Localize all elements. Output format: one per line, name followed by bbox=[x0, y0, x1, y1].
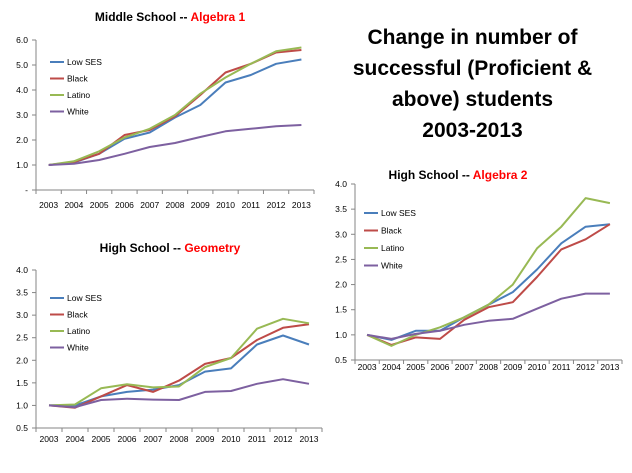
x-tick-label: 2005 bbox=[90, 200, 109, 210]
legend-label-low-ses: Low SES bbox=[67, 57, 102, 67]
x-tick-label: 2004 bbox=[64, 200, 83, 210]
y-tick-label: 0.5 bbox=[16, 423, 28, 433]
series-line-latino bbox=[48, 46, 302, 166]
x-tick-label: 2006 bbox=[118, 434, 137, 444]
series-line-latino bbox=[366, 197, 611, 347]
legend-label-latino: Latino bbox=[381, 243, 404, 253]
headline-line-2: successful (Proficient & bbox=[352, 57, 593, 80]
x-tick-label: 2010 bbox=[528, 362, 547, 372]
legend-label-low-ses: Low SES bbox=[381, 208, 416, 218]
x-tick-label: 2009 bbox=[191, 200, 210, 210]
series-line-low-ses bbox=[366, 223, 611, 341]
y-tick-label: 1.0 bbox=[16, 400, 28, 410]
y-tick-label: 0.5 bbox=[335, 355, 347, 365]
x-tick-label: 2010 bbox=[222, 434, 241, 444]
x-tick-label: 2007 bbox=[455, 362, 474, 372]
headline-line-4: 2003-2013 bbox=[422, 119, 523, 142]
x-tick-label: 2003 bbox=[40, 434, 59, 444]
chart-title-prefix: High School -- bbox=[100, 241, 185, 255]
x-tick-label: 2004 bbox=[382, 362, 401, 372]
series-line-white bbox=[48, 124, 302, 166]
headline: Change in number of successful (Proficie… bbox=[330, 22, 615, 146]
chart-title-subject: Algebra 2 bbox=[473, 168, 528, 182]
y-tick-label: 2.5 bbox=[335, 254, 347, 264]
x-tick-label: 2012 bbox=[274, 434, 293, 444]
x-tick-label: 2009 bbox=[196, 434, 215, 444]
legend-label-latino: Latino bbox=[67, 326, 90, 336]
chart-middle-school-algebra-1: Middle School -- Algebra 1 - 1.0 2.0 3.0 4.0 5… bbox=[16, 10, 315, 210]
x-tick-label: 2008 bbox=[170, 434, 189, 444]
y-tick-label: 5.0 bbox=[16, 60, 28, 70]
chart-high-school-algebra-2: High School -- Algebra 2 0.5 1.0 1.5 2.0 2.5 3… bbox=[335, 168, 623, 372]
x-tick-label: 2003 bbox=[39, 200, 58, 210]
y-tick-label: 2.5 bbox=[16, 333, 28, 343]
series-line-white bbox=[366, 292, 610, 340]
x-tick-label: 2007 bbox=[140, 200, 159, 210]
y-tick-label: - bbox=[25, 185, 28, 195]
chart-title: Middle School -- Algebra 1 bbox=[95, 10, 246, 24]
legend-label-low-ses: Low SES bbox=[67, 293, 102, 303]
x-tick-label: 2008 bbox=[166, 200, 185, 210]
chart-title: High School -- Algebra 2 bbox=[389, 168, 528, 182]
y-tick-label: 2.0 bbox=[335, 280, 347, 290]
x-tick-label: 2009 bbox=[503, 362, 522, 372]
legend-label-white: White bbox=[67, 107, 89, 117]
y-tick-label: 3.5 bbox=[335, 204, 347, 214]
chart-title-prefix: High School -- bbox=[389, 168, 473, 182]
x-tick-label: 2008 bbox=[479, 362, 498, 372]
x-tick-label: 2013 bbox=[300, 434, 319, 444]
legend-label-latino: Latino bbox=[67, 90, 90, 100]
x-tick-label: 2012 bbox=[576, 362, 595, 372]
legend-label-white: White bbox=[67, 343, 89, 353]
x-tick-label: 2006 bbox=[115, 200, 134, 210]
chart-title-subject: Geometry bbox=[184, 241, 240, 255]
x-tick-label: 2004 bbox=[66, 434, 85, 444]
x-tick-label: 2010 bbox=[216, 200, 235, 210]
y-tick-label: 3.0 bbox=[16, 110, 28, 120]
y-tick-label: 1.0 bbox=[335, 330, 347, 340]
x-tick-label: 2013 bbox=[292, 200, 311, 210]
chart-title-subject: Algebra 1 bbox=[190, 10, 245, 24]
x-tick-label: 2011 bbox=[552, 362, 571, 372]
headline-line-1: Change in number of bbox=[367, 26, 578, 49]
series-line-black bbox=[366, 223, 611, 346]
y-tick-label: 3.0 bbox=[16, 310, 28, 320]
series-line-white bbox=[48, 378, 310, 409]
y-tick-label: 4.0 bbox=[16, 85, 28, 95]
x-tick-label: 2013 bbox=[600, 362, 619, 372]
y-tick-label: 3.5 bbox=[16, 288, 28, 298]
series-line-black bbox=[48, 323, 310, 409]
legend-label-black: Black bbox=[67, 310, 89, 320]
legend-label-white: White bbox=[381, 261, 403, 271]
legend-label-black: Black bbox=[381, 226, 403, 236]
x-tick-label: 2012 bbox=[267, 200, 286, 210]
x-tick-label: 2005 bbox=[406, 362, 425, 372]
chart-title-prefix: Middle School -- bbox=[95, 10, 191, 24]
x-tick-label: 2006 bbox=[430, 362, 449, 372]
y-tick-label: 2.0 bbox=[16, 135, 28, 145]
y-tick-label: 2.0 bbox=[16, 355, 28, 365]
y-tick-label: 1.5 bbox=[335, 305, 347, 315]
x-tick-label: 2011 bbox=[248, 434, 267, 444]
x-tick-label: 2007 bbox=[144, 434, 163, 444]
y-tick-label: 6.0 bbox=[16, 35, 28, 45]
y-tick-label: 1.0 bbox=[16, 160, 28, 170]
chart-title: High School -- Geometry bbox=[100, 241, 241, 255]
x-tick-label: 2003 bbox=[358, 362, 377, 372]
y-tick-label: 1.5 bbox=[16, 378, 28, 388]
series-line-latino bbox=[48, 317, 310, 407]
x-tick-label: 2011 bbox=[242, 200, 261, 210]
y-tick-label: 3.0 bbox=[335, 229, 347, 239]
x-tick-label: 2005 bbox=[92, 434, 111, 444]
legend-label-black: Black bbox=[67, 74, 89, 84]
chart-high-school-geometry: High School -- Geometry 0.5 1.0 1.5 2.0 2.5 3.… bbox=[16, 241, 323, 444]
y-tick-label: 4.0 bbox=[335, 179, 347, 189]
headline-line-3: above) students bbox=[391, 88, 554, 111]
y-tick-label: 4.0 bbox=[16, 265, 28, 275]
